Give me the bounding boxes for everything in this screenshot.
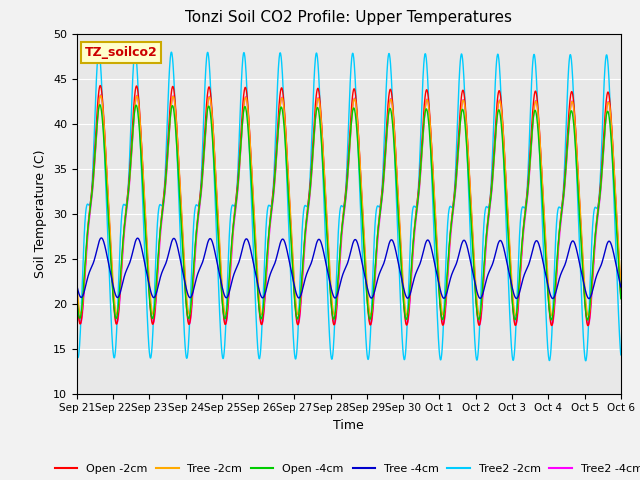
Open -2cm [569,93,577,98]
Tree -2cm [507,263,515,269]
Line: Tree -4cm: Tree -4cm [77,238,621,299]
Open -2cm [507,275,515,281]
Tree2 -2cm [617,352,625,358]
Open -4cm [584,316,592,322]
Open -2cm [225,290,232,296]
Tree -4cm [507,279,515,285]
Tree2 -4cm [584,322,592,328]
Tree -2cm [584,312,592,318]
Open -2cm [584,323,592,328]
Open -4cm [569,114,577,120]
Line: Tree2 -2cm: Tree2 -2cm [77,52,621,361]
Text: TZ_soilco2: TZ_soilco2 [85,46,157,59]
Tree -2cm [569,100,577,106]
Title: Tonzi Soil CO2 Profile: Upper Temperatures: Tonzi Soil CO2 Profile: Upper Temperatur… [186,11,512,25]
Line: Tree -2cm: Tree -2cm [77,96,621,316]
Tree2 -4cm [376,211,384,217]
Tree2 -4cm [97,92,104,98]
Line: Tree2 -4cm: Tree2 -4cm [77,95,621,325]
Tree -2cm [584,313,592,319]
X-axis label: Time: Time [333,419,364,432]
Tree -2cm [225,288,232,294]
Tree -4cm [365,290,372,296]
Tree -4cm [584,295,592,301]
Tree2 -4cm [365,310,372,316]
Open -4cm [73,294,81,300]
Tree2 -4cm [225,296,232,302]
Open -4cm [507,280,515,286]
Tree -4cm [73,282,81,288]
Open -4cm [376,208,384,214]
Tree2 -2cm [569,81,577,86]
Tree -2cm [376,206,384,212]
Open -2cm [617,294,625,300]
Tree2 -4cm [507,270,515,276]
Open -2cm [376,204,384,209]
Open -2cm [365,313,372,319]
Tree -2cm [617,281,625,287]
Tree2 -4cm [569,100,577,106]
Tree -4cm [97,235,105,241]
Tree -2cm [73,278,81,284]
Tree2 -2cm [507,336,515,342]
Tree2 -2cm [376,202,384,208]
Tree -4cm [617,284,625,290]
Y-axis label: Soil Temperature (C): Soil Temperature (C) [35,149,47,278]
Tree -4cm [585,296,593,301]
Tree2 -2cm [225,245,232,251]
Tree2 -2cm [582,358,589,364]
Tree -4cm [376,268,384,274]
Open -2cm [97,83,104,88]
Legend: Open -2cm, Tree -2cm, Open -4cm, Tree -4cm, Tree2 -2cm, Tree2 -4cm: Open -2cm, Tree -2cm, Open -4cm, Tree -4… [51,459,640,478]
Tree2 -2cm [73,348,81,354]
Tree2 -2cm [584,327,592,333]
Line: Open -4cm: Open -4cm [77,105,621,320]
Tree -2cm [97,93,104,98]
Open -4cm [96,102,104,108]
Tree -4cm [569,238,577,244]
Open -2cm [73,291,81,297]
Open -4cm [584,317,591,323]
Tree2 -4cm [617,289,625,295]
Open -4cm [225,283,232,288]
Tree2 -4cm [584,322,592,328]
Open -4cm [365,312,372,317]
Tree -2cm [365,301,372,307]
Tree2 -2cm [365,355,372,361]
Open -4cm [617,296,625,301]
Tree -4cm [225,291,232,297]
Line: Open -2cm: Open -2cm [77,85,621,325]
Tree2 -4cm [73,286,81,292]
Tree2 -2cm [95,49,103,55]
Open -2cm [584,323,591,328]
